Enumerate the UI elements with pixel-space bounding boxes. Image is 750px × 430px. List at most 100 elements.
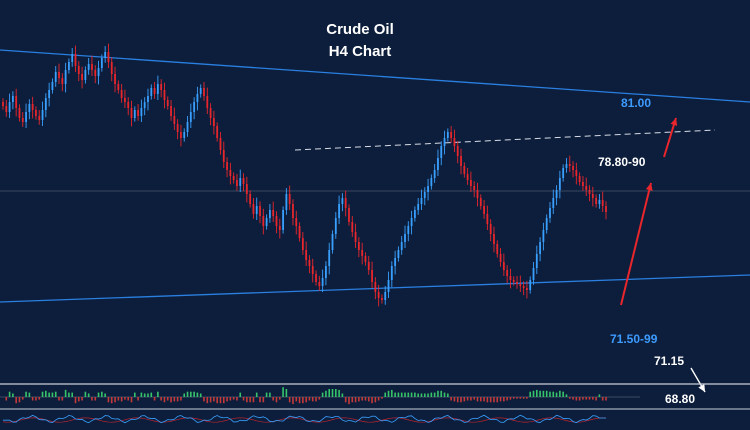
candle-body: [160, 84, 163, 90]
candle-body: [390, 266, 393, 280]
candle-body: [268, 210, 271, 218]
histogram-bar: [493, 397, 495, 403]
histogram-bar: [157, 391, 159, 397]
candle-body: [97, 68, 100, 76]
candle-body: [206, 96, 209, 108]
histogram-bar: [5, 397, 8, 401]
histogram-bar: [229, 397, 232, 401]
candle-body: [348, 208, 350, 222]
candle-body: [292, 204, 294, 218]
histogram-bar: [522, 397, 525, 399]
candle-body: [344, 198, 347, 208]
candle-body: [21, 118, 24, 122]
histogram-bar: [213, 397, 215, 402]
candle-body: [189, 112, 192, 122]
candle-body: [371, 270, 373, 282]
candle-body: [466, 174, 469, 180]
candle-body: [555, 190, 558, 198]
histogram-bar: [364, 397, 367, 401]
candle-body: [199, 88, 202, 94]
histogram-bar: [440, 390, 443, 397]
histogram-bar: [536, 389, 538, 397]
candle-body: [41, 110, 44, 120]
candle-body: [67, 62, 70, 70]
candle-body: [54, 72, 57, 82]
histogram-bar: [239, 392, 242, 397]
histogram-bar: [206, 397, 209, 404]
candle-body: [64, 70, 67, 84]
histogram-bar: [68, 392, 70, 397]
histogram-bar: [532, 390, 535, 397]
candle-body: [364, 256, 367, 262]
candle-body: [288, 194, 291, 204]
histogram-bar: [391, 389, 393, 397]
histogram-bar: [311, 397, 314, 402]
candle-body: [147, 96, 149, 102]
candle-body: [180, 132, 182, 138]
candle-body: [338, 204, 341, 218]
candle-body: [8, 102, 11, 112]
candle-body: [512, 280, 515, 282]
candle-body: [94, 70, 97, 76]
histogram-bar: [588, 397, 591, 400]
histogram-bar: [358, 397, 360, 402]
histogram-bar: [456, 397, 459, 403]
histogram-bar: [585, 397, 588, 400]
candle-body: [242, 178, 245, 184]
histogram-bar: [509, 397, 512, 400]
histogram-bar: [377, 397, 380, 401]
histogram-bar: [430, 392, 433, 397]
histogram-bar: [568, 397, 571, 399]
histogram-bar: [578, 397, 581, 401]
candle-body: [463, 166, 466, 174]
candle-body: [502, 262, 505, 270]
histogram-bar: [216, 397, 218, 404]
label-71-15: 71.15: [654, 354, 685, 368]
histogram-bar: [120, 397, 123, 402]
histogram-bar: [361, 397, 363, 401]
candle-body: [519, 284, 522, 286]
candle-body: [38, 116, 41, 120]
candle-body: [407, 226, 410, 234]
histogram-bar: [321, 392, 324, 397]
histogram-bar: [397, 392, 400, 397]
candle-body: [166, 100, 169, 106]
indicator-layer: [0, 383, 750, 424]
candle-body: [367, 262, 370, 270]
candle-body: [354, 232, 357, 242]
histogram-bar: [572, 397, 574, 400]
histogram-bar: [137, 397, 139, 401]
histogram-bar: [506, 397, 508, 401]
candle-body: [325, 266, 327, 278]
histogram-bar: [400, 392, 403, 397]
arrow-to-78-80-shaft: [620, 182, 652, 306]
histogram-bar: [460, 397, 462, 403]
candle-body: [582, 182, 584, 186]
histogram-bar: [48, 392, 50, 397]
candle-body: [222, 150, 225, 162]
histogram-bar: [236, 397, 238, 401]
candle-body: [5, 106, 8, 112]
candle-body: [450, 132, 453, 138]
candle-body: [562, 168, 565, 178]
histogram-bar: [443, 392, 446, 397]
candle-body: [31, 104, 34, 110]
candle-body: [156, 84, 159, 94]
trendlines-layer: [0, 49, 750, 303]
candle-body: [516, 282, 518, 284]
candle-body: [110, 62, 113, 74]
candle-body: [249, 194, 252, 204]
candle-body: [493, 234, 495, 244]
histogram-bar: [447, 393, 449, 397]
candle-body: [605, 206, 607, 212]
histogram-bar: [269, 392, 271, 397]
histogram-bar: [232, 397, 235, 400]
candle-body: [469, 180, 472, 186]
histogram-bar: [407, 392, 410, 397]
candle-body: [572, 166, 574, 170]
candle-body: [173, 116, 176, 124]
histogram-bar: [318, 397, 321, 400]
candle-body: [245, 184, 248, 194]
histogram-bar: [265, 392, 268, 397]
